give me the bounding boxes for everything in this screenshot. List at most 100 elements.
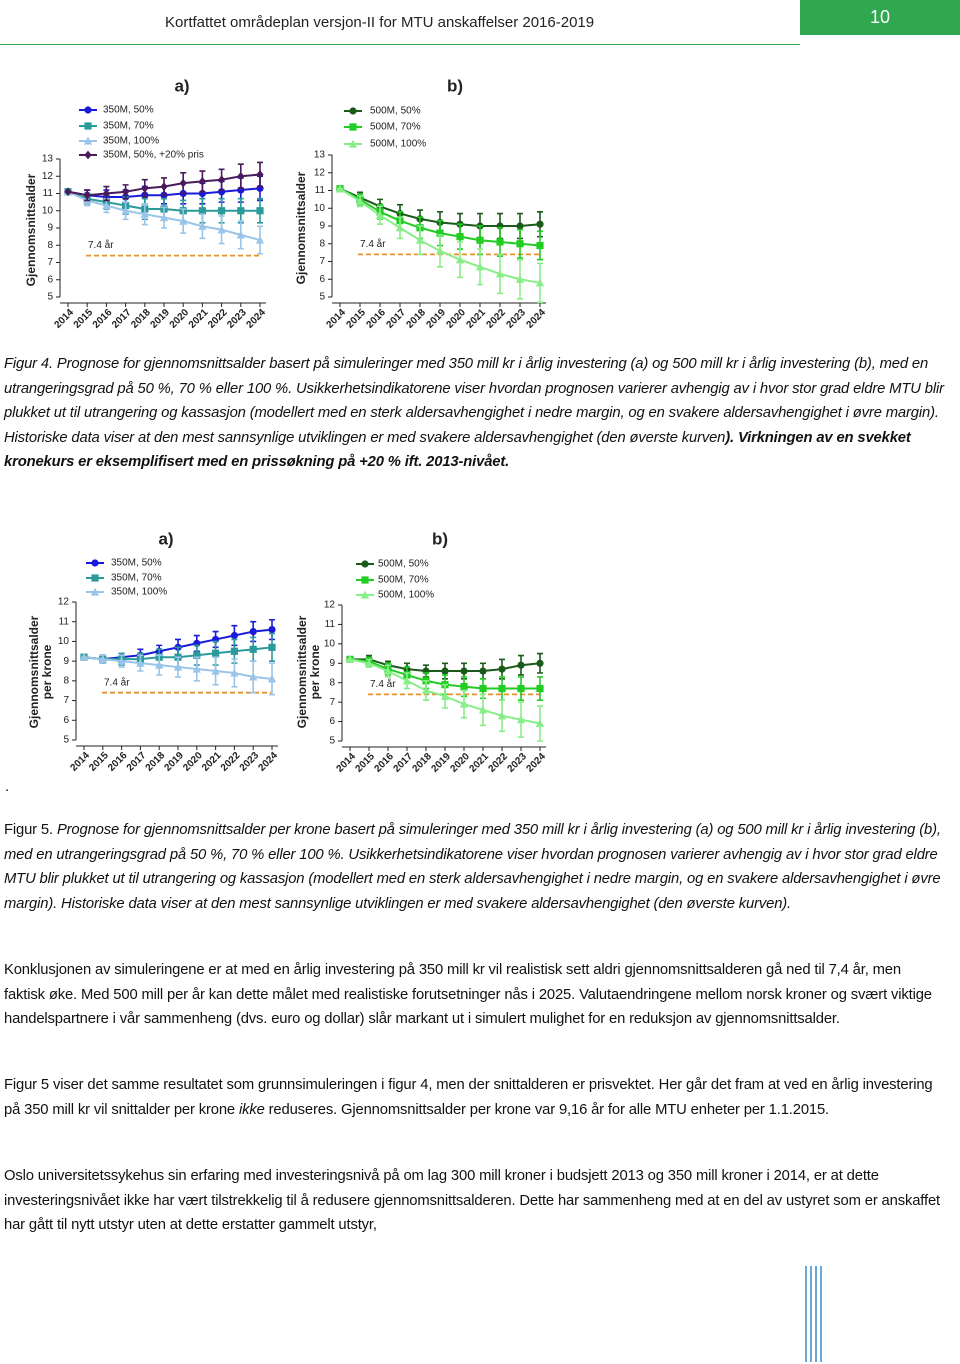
panel-label: a)	[174, 76, 189, 95]
legend-label: 500M, 100%	[370, 139, 426, 150]
x-tick-label: 2014	[52, 307, 76, 331]
panel-label: b)	[432, 529, 448, 548]
marker	[402, 676, 412, 685]
marker	[98, 654, 107, 663]
marker	[102, 189, 110, 198]
x-tick-label: 2024	[244, 307, 268, 331]
x-tick-label: 2022	[206, 307, 230, 331]
marker	[159, 213, 169, 222]
marker	[64, 187, 72, 197]
y-tick-label: 11	[59, 616, 70, 627]
marker	[460, 667, 468, 675]
legend-label: 350M, 70%	[103, 121, 154, 132]
x-tick-label: 2016	[106, 750, 130, 774]
x-tick-label: 2015	[344, 307, 368, 331]
marker	[479, 684, 487, 693]
x-tick-label: 2021	[464, 307, 488, 331]
legend-label: 350M, 50%, +20% pris	[103, 150, 204, 161]
x-tick-label: 2023	[505, 751, 529, 775]
x-tick-label: 2020	[168, 307, 192, 331]
marker	[479, 667, 487, 675]
y-tick-label: 5	[47, 292, 53, 303]
x-tick-label: 2023	[504, 307, 528, 331]
y-axis-label: Gjennomsnittsalder	[27, 615, 41, 728]
marker	[218, 175, 226, 185]
legend-label: 500M, 70%	[378, 575, 429, 586]
paragraph: Konklusjonen av simuleringene er at med …	[4, 958, 944, 1032]
y-tick-label: 5	[329, 736, 335, 747]
x-tick-label: 2018	[410, 751, 434, 775]
legend-label: 500M, 50%	[370, 106, 421, 117]
marker	[268, 643, 276, 651]
y-tick-label: 10	[58, 636, 70, 647]
y-tick-label: 7	[319, 256, 325, 267]
marker	[496, 238, 504, 246]
y-tick-label: 11	[325, 619, 336, 630]
figures: 5678910111213201420152016201720182019202…	[24, 76, 548, 775]
y-tick-label: 9	[319, 221, 325, 232]
marker	[198, 177, 206, 186]
legend-marker	[361, 576, 369, 584]
marker	[121, 206, 130, 215]
marker	[141, 183, 149, 193]
paragraph-text: reduseres. Gjennomsnittsalder per krone …	[264, 1101, 830, 1118]
marker	[355, 196, 365, 205]
legend-label: 350M, 50%	[111, 558, 162, 569]
chart: 5678910111213201420152016201720182019202…	[294, 76, 548, 330]
legend-marker	[83, 136, 93, 145]
marker	[415, 235, 425, 244]
y-tick-label: 7	[329, 697, 335, 708]
marker	[475, 262, 485, 271]
x-tick-label: 2022	[219, 750, 243, 774]
legend-marker	[84, 122, 92, 130]
marker	[193, 651, 201, 659]
marker	[236, 230, 245, 239]
marker	[267, 674, 277, 683]
marker	[455, 255, 465, 264]
figure-5-caption: Figur 5. Prognose for gjennomsnittsalder…	[4, 818, 944, 916]
chart: 5678910111220142015201620172018201920202…	[27, 529, 280, 773]
y-axis-label: per krone	[40, 644, 54, 699]
paragraph: Oslo universitetssykehus sin erfaring me…	[4, 1164, 944, 1238]
marker	[498, 684, 506, 693]
marker	[497, 711, 507, 720]
page-number: 10	[800, 0, 960, 35]
x-tick-label: 2024	[524, 307, 548, 331]
y-tick-label: 13	[42, 154, 54, 165]
x-tick-label: 2018	[404, 307, 428, 331]
x-tick-label: 2015	[353, 751, 377, 775]
y-tick-label: 8	[329, 677, 335, 688]
x-tick-label: 2015	[87, 750, 111, 774]
y-tick-label: 8	[319, 238, 325, 249]
x-tick-label: 2021	[200, 750, 224, 774]
legend-label: 500M, 50%	[378, 559, 429, 570]
marker	[268, 626, 276, 634]
y-tick-label: 13	[314, 150, 326, 161]
marker	[516, 715, 526, 724]
x-tick-label: 2017	[110, 307, 134, 331]
marker	[435, 246, 445, 255]
marker	[515, 274, 525, 283]
marker	[230, 668, 239, 677]
marker	[516, 222, 524, 230]
marker	[536, 220, 544, 228]
legend-marker	[360, 590, 370, 599]
marker	[535, 278, 545, 287]
header-title: Kortfattet områdeplan versjon-II for MTU…	[165, 14, 595, 31]
marker	[517, 661, 525, 669]
marker	[476, 236, 484, 244]
marker	[102, 201, 111, 210]
marker	[498, 665, 506, 673]
marker	[456, 233, 464, 241]
paragraph-text: Oslo universitetssykehus sin erfaring me…	[4, 1168, 940, 1233]
y-tick-label: 5	[63, 735, 69, 746]
y-tick-label: 12	[324, 600, 336, 611]
legend-marker	[84, 150, 92, 160]
paragraph: Figur 5 viser det samme resultatet som g…	[4, 1073, 944, 1122]
x-tick-label: 2021	[467, 751, 491, 775]
marker	[230, 647, 238, 655]
y-axis-label: Gjennomsnittsalder	[295, 615, 309, 728]
y-axis-label: per krone	[308, 644, 322, 699]
x-tick-label: 2024	[524, 751, 548, 775]
marker	[217, 225, 226, 234]
